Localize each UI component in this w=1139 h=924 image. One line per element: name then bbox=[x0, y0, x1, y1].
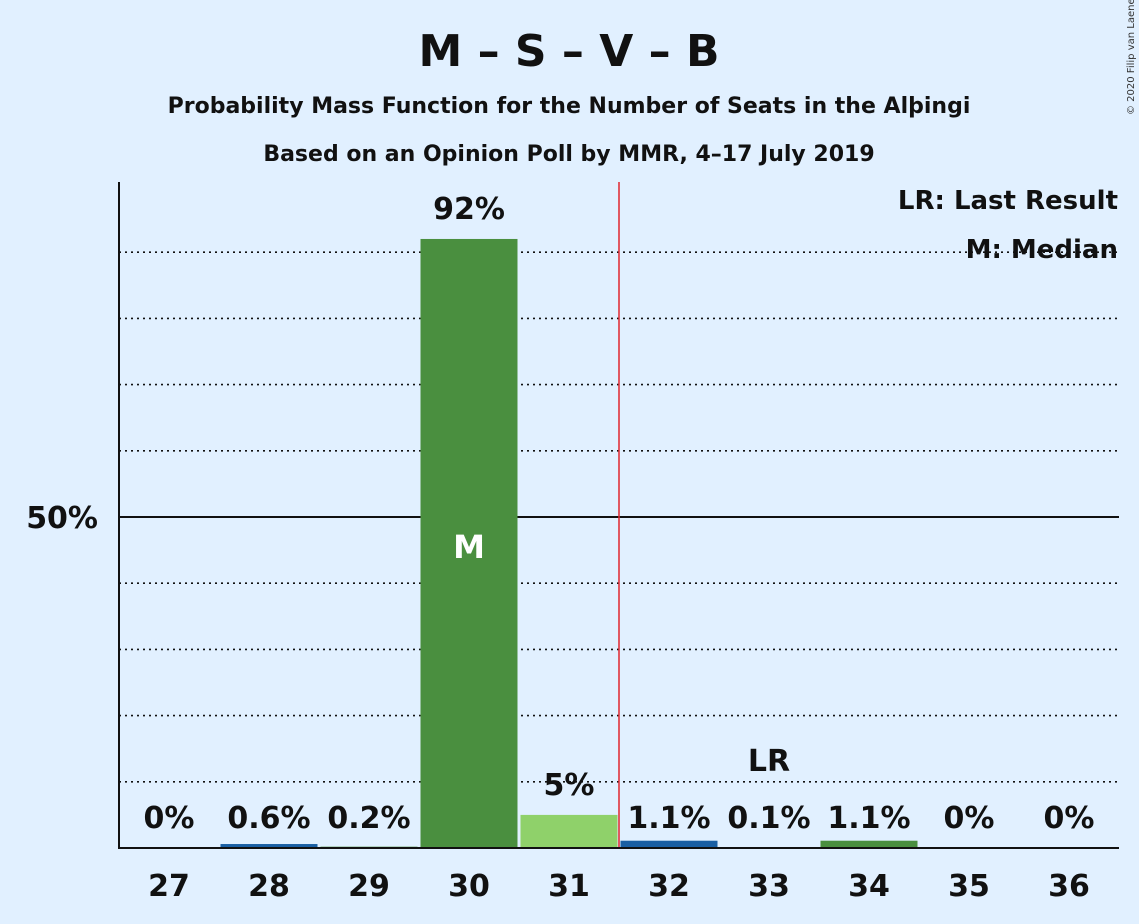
x-tick-label-27: 27 bbox=[148, 869, 190, 904]
data-label-27: 0% bbox=[144, 801, 195, 836]
x-tick-label-32: 32 bbox=[648, 869, 690, 904]
x-tick-label-31: 31 bbox=[548, 869, 590, 904]
x-tick-label-30: 30 bbox=[448, 869, 490, 904]
data-label-34: 1.1% bbox=[827, 801, 910, 836]
data-label-32: 1.1% bbox=[627, 801, 710, 836]
bar-28 bbox=[220, 844, 318, 848]
x-tick-label-28: 28 bbox=[248, 869, 290, 904]
data-label-28: 0.6% bbox=[227, 801, 310, 836]
data-label-30: 92% bbox=[433, 192, 505, 227]
gridlines bbox=[119, 182, 1119, 848]
bar-32 bbox=[620, 840, 718, 848]
x-tick-label-35: 35 bbox=[948, 869, 990, 904]
legend-median: M: Median bbox=[966, 235, 1118, 265]
data-label-36: 0% bbox=[1044, 801, 1095, 836]
chart-title: M – S – V – B bbox=[419, 26, 720, 77]
bar-31 bbox=[520, 814, 618, 848]
data-label-31: 5% bbox=[544, 768, 595, 803]
data-label-29: 0.2% bbox=[327, 801, 410, 836]
last-result-marker: LR bbox=[748, 744, 790, 779]
x-tick-label-34: 34 bbox=[848, 869, 890, 904]
y-tick-label: 50% bbox=[26, 501, 98, 536]
x-tick-label-33: 33 bbox=[748, 869, 790, 904]
data-label-33: 0.1% bbox=[727, 801, 810, 836]
chart-subtitle-1: Probability Mass Function for the Number… bbox=[168, 94, 971, 119]
median-marker: M bbox=[453, 528, 485, 566]
data-labels: 0% 0.6% 0.2% 92% 5% 1.1% 0.1% 1.1% 0% 0% M LR bbox=[144, 192, 1095, 836]
x-tick-label-36: 36 bbox=[1048, 869, 1090, 904]
x-tick-label-29: 29 bbox=[348, 869, 390, 904]
bars bbox=[220, 238, 918, 848]
legend-last-result: LR: Last Result bbox=[898, 186, 1118, 216]
x-axis-ticks: 27 28 29 30 31 32 33 34 35 36 bbox=[148, 869, 1090, 904]
copyright-notice: © 2020 Filip van Laenen bbox=[1126, 0, 1137, 115]
data-label-35: 0% bbox=[944, 801, 995, 836]
bar-30 bbox=[420, 238, 518, 848]
chart-subtitle-2: Based on an Opinion Poll by MMR, 4–17 Ju… bbox=[263, 142, 874, 167]
bar-34 bbox=[820, 840, 918, 848]
